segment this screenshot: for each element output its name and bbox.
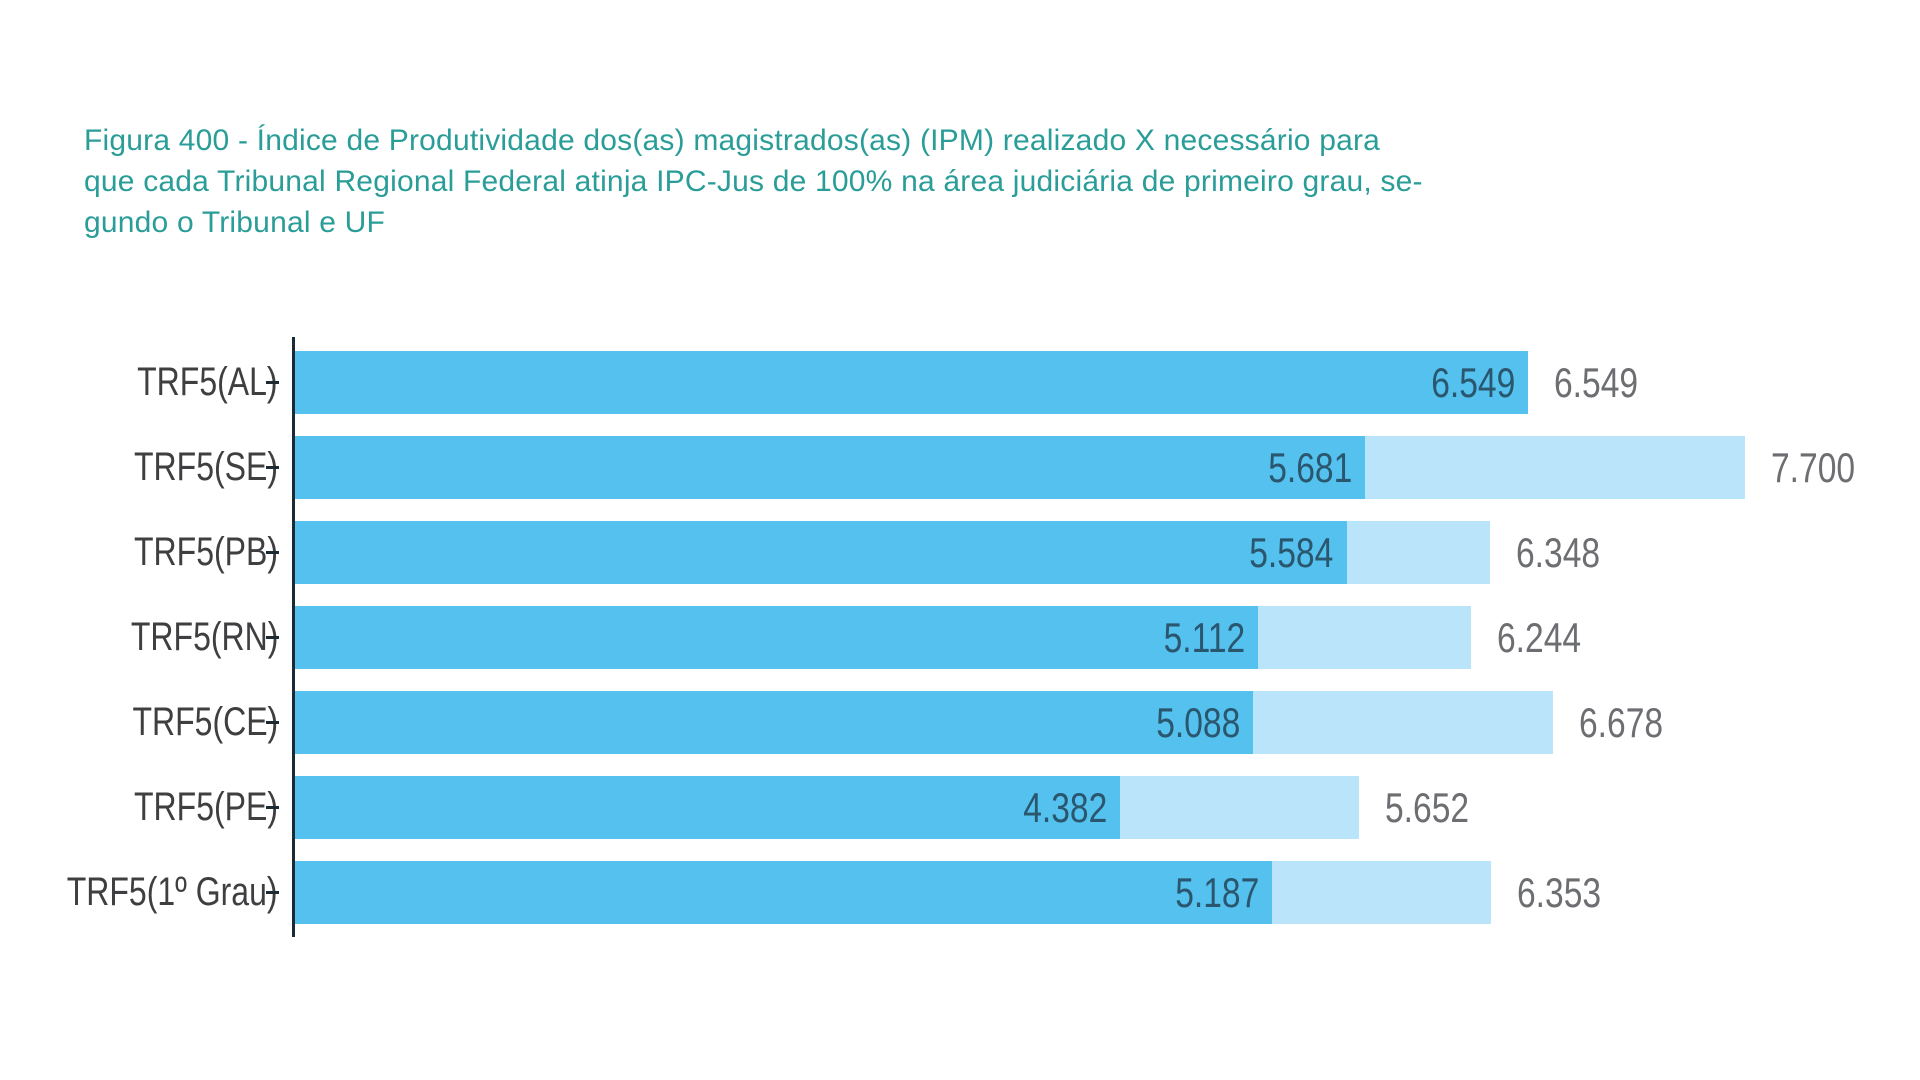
figure-title-line-2: que cada Tribunal Regional Federal atinj… [84,165,1423,198]
category-label: TRF5(RN) [0,595,278,680]
chart-rows: TRF5(AL) 6.549 6.549 TRF5(SE) 5.681 7.70… [0,340,1920,935]
required-value-label: 6.549 [1554,340,1659,425]
required-value-label: 5.652 [1385,765,1490,850]
required-value-label-text: 5.652 [1385,783,1470,831]
chart-row: TRF5(CE) 5.088 6.678 [0,680,1920,765]
axis-tick [266,380,279,384]
bar-track: 4.382 5.652 [266,765,1745,850]
realized-bar: 5.681 [295,436,1365,499]
chart-row: TRF5(1º Grau) 5.187 6.353 [0,850,1920,935]
realized-value-label: 5.681 [1267,443,1352,491]
required-value-label-text: 6.244 [1496,613,1581,661]
realized-bar: 5.112 [295,606,1258,669]
required-value-label: 6.353 [1517,850,1622,935]
realized-value-label: 6.549 [1431,358,1516,406]
category-label: TRF5(PB) [0,510,278,595]
axis-tick [266,550,279,554]
chart-row: TRF5(SE) 5.681 7.700 [0,425,1920,510]
realized-value-label: 4.382 [1023,783,1108,831]
realized-bar: 6.549 [295,351,1529,414]
realized-bar: 5.584 [295,521,1347,584]
figure-title-line-1: Figura 400 - Índice de Produtividade dos… [84,124,1381,157]
bar-track: 5.187 6.353 [266,850,1745,935]
category-label-text: TRF5(SE) [134,445,278,489]
category-label-text: TRF5(1º Grau) [67,870,278,914]
required-value-label: 6.678 [1579,680,1684,765]
category-label-text: TRF5(CE) [132,700,278,744]
realized-bar: 5.088 [295,691,1254,754]
bar-chart: TRF5(AL) 6.549 6.549 TRF5(SE) 5.681 7.70… [0,337,1920,940]
realized-bar: 5.187 [295,861,1272,924]
bar-track: 5.088 6.678 [266,680,1745,765]
category-label-text: TRF5(AL) [137,360,278,404]
realized-value-label: 5.088 [1156,698,1241,746]
chart-row: TRF5(AL) 6.549 6.549 [0,340,1920,425]
bar-track: 5.584 6.348 [266,510,1745,595]
required-value-label-text: 6.348 [1516,528,1601,576]
realized-bar: 4.382 [295,776,1121,839]
category-label-text: TRF5(PE) [134,785,278,829]
category-label: TRF5(CE) [0,680,278,765]
required-value-label: 6.348 [1516,510,1621,595]
required-value-label-text: 6.549 [1554,358,1639,406]
y-axis-line [292,337,295,937]
category-label-text: TRF5(RN) [130,615,278,659]
category-label: TRF5(SE) [0,425,278,510]
realized-value-label: 5.112 [1163,613,1245,661]
axis-tick [266,805,279,809]
chart-row: TRF5(RN) 5.112 6.244 [0,595,1920,680]
required-value-label-text: 6.678 [1578,698,1663,746]
chart-row: TRF5(PE) 4.382 5.652 [0,765,1920,850]
figure-title-line-3: gundo o Tribunal e UF [84,206,386,239]
category-label: TRF5(1º Grau) [0,850,278,935]
chart-row: TRF5(PB) 5.584 6.348 [0,510,1920,595]
required-value-label-text: 6.353 [1517,868,1602,916]
required-value-label-text: 7.700 [1771,443,1856,491]
category-label-text: TRF5(PB) [134,530,278,574]
required-value-label: 6.244 [1497,595,1602,680]
required-value-label: 7.700 [1771,425,1876,510]
axis-tick [266,465,279,469]
axis-tick [266,890,279,894]
bar-track: 6.549 6.549 [266,340,1745,425]
realized-value-label: 5.584 [1249,528,1334,576]
axis-tick [266,635,279,639]
category-label: TRF5(PE) [0,765,278,850]
bar-track: 5.681 7.700 [266,425,1855,510]
realized-value-label: 5.187 [1174,868,1259,916]
figure-title: Figura 400 - Índice de Produtividade dos… [84,120,1584,243]
axis-tick [266,720,279,724]
category-label: TRF5(AL) [0,340,278,425]
bar-track: 5.112 6.244 [266,595,1745,680]
